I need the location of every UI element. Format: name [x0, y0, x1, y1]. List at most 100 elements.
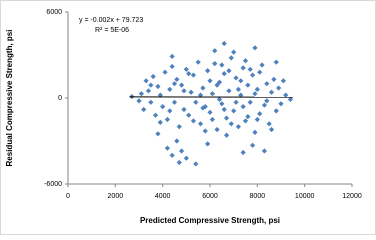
scatter-point — [197, 92, 204, 98]
scatter-point — [169, 63, 175, 70]
scatter-point — [171, 81, 178, 87]
scatter-point — [233, 99, 239, 105]
chart: Predicted Compressive Strength, psi Resi… — [0, 0, 376, 235]
scatter-point — [214, 126, 220, 133]
scatter-point — [219, 62, 225, 68]
scatter-point — [193, 99, 199, 105]
x-tick-label: 0 — [66, 193, 70, 200]
scatter-point — [261, 102, 268, 108]
scatter-point — [216, 96, 223, 103]
x-tick-label: 4000 — [155, 193, 171, 200]
scatter-point — [136, 98, 142, 104]
scatter-point — [245, 114, 251, 120]
scatter-point — [221, 40, 227, 47]
scatter-point — [145, 88, 152, 94]
scatter-point — [247, 66, 253, 72]
scatter-point — [240, 65, 246, 71]
scatter-point — [157, 119, 163, 125]
scatter-point — [221, 106, 227, 113]
scatter-point — [160, 104, 166, 110]
scatter-point — [202, 128, 208, 134]
scatter-point — [200, 105, 206, 111]
scatter-point — [250, 142, 256, 148]
scatter-point — [221, 71, 227, 77]
scatter-point — [242, 118, 249, 124]
scatter-point — [261, 148, 268, 154]
scatter-point — [238, 78, 244, 84]
scatter-point — [179, 148, 185, 154]
scatter-point — [240, 149, 246, 156]
scatter-point — [171, 99, 178, 105]
scatter-point — [242, 58, 249, 64]
scatter-point — [219, 101, 225, 107]
x-tick-label: 10000 — [295, 193, 315, 200]
scatter-point — [228, 121, 234, 127]
scatter-point — [148, 99, 154, 105]
scatter-point — [271, 76, 277, 82]
scatter-point — [183, 155, 189, 161]
y-axis-label: Residual Compressive Strength, psi — [5, 30, 14, 167]
trend-equation: y = -0.002x + 79.723 — [79, 17, 143, 24]
scatter-point — [186, 112, 192, 118]
scatter-point — [176, 159, 182, 166]
scatter-point — [193, 161, 199, 167]
scatter-point — [223, 115, 230, 121]
scatter-point — [169, 152, 175, 158]
scatter-point — [223, 132, 230, 138]
scatter-point — [143, 78, 149, 84]
scatter-point — [287, 96, 294, 103]
scatter-point — [247, 99, 253, 105]
scatter-point — [231, 49, 237, 55]
scatter-point — [181, 106, 187, 113]
scatter-point — [283, 92, 289, 98]
scatter-point — [169, 53, 175, 60]
scatter-point — [254, 116, 260, 123]
scatter-point — [209, 116, 215, 123]
scatter-point — [207, 109, 213, 115]
scatter-point — [181, 88, 187, 94]
scatter-point — [252, 91, 258, 97]
scatter-point — [216, 79, 223, 85]
scatter-point — [268, 126, 275, 133]
y-tick-label: 0 — [58, 95, 62, 102]
scatter-point — [148, 82, 154, 88]
scatter-point — [155, 83, 161, 90]
chart-border — [0, 0, 376, 235]
scatter-point — [152, 112, 159, 118]
scatter-point — [280, 78, 286, 84]
scatter-point — [233, 75, 239, 81]
x-axis-label: Predicted Compressive Strength, psi — [140, 216, 280, 225]
scatter-point — [252, 45, 258, 51]
scatter-point — [214, 82, 220, 88]
scatter-point — [257, 111, 263, 117]
scatter-point — [174, 138, 180, 144]
x-tick-label: 6000 — [202, 193, 218, 200]
scatter-point — [212, 61, 218, 67]
scatter-point — [174, 76, 180, 82]
scatter-point — [259, 62, 265, 68]
scatter-point — [183, 66, 189, 72]
x-tick-label: 12000 — [342, 193, 362, 200]
scatter-point — [264, 81, 270, 87]
scatter-point — [207, 78, 213, 84]
x-tick-label: 8000 — [250, 193, 266, 200]
scatter-point — [231, 108, 237, 114]
scatter-point — [212, 48, 218, 54]
scatter-point — [188, 89, 194, 95]
scatter-point — [176, 124, 182, 130]
scatter-point — [200, 85, 206, 91]
scatter-point — [164, 116, 170, 123]
scatter-point — [278, 101, 284, 107]
scatter-point — [190, 118, 197, 124]
scatter-point — [164, 145, 170, 151]
scatter-point — [186, 71, 192, 77]
scatter-point — [252, 129, 258, 135]
scatter-point — [209, 91, 215, 97]
scatter-point — [138, 91, 144, 97]
scatter-point — [268, 89, 275, 95]
scatter-point — [250, 72, 256, 78]
scatter-point — [195, 59, 201, 65]
scatter-point — [150, 73, 156, 80]
scatter-point — [205, 141, 211, 147]
scatter-point — [240, 104, 246, 110]
